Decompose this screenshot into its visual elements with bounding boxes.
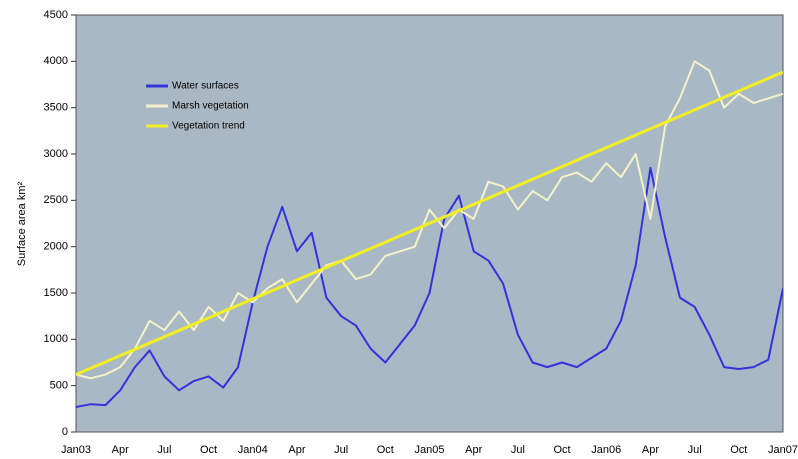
x-tick-label: Oct	[730, 444, 747, 456]
x-tick-label: Jan06	[591, 444, 621, 456]
x-tick-label: Jan07	[768, 444, 798, 456]
y-tick-label: 1000	[44, 333, 68, 345]
x-tick-label: Apr	[642, 444, 659, 456]
y-axis-label: Surface area km²	[16, 181, 28, 266]
y-tick-label: 2000	[44, 241, 68, 253]
x-tick-label: Jul	[511, 444, 525, 456]
x-tick-label: Apr	[112, 444, 129, 456]
y-tick-label: 3000	[44, 148, 68, 160]
x-tick-label: Jul	[157, 444, 171, 456]
x-tick-label: Oct	[554, 444, 571, 456]
y-tick-label: 500	[50, 380, 68, 392]
x-tick-label: Jan03	[61, 444, 91, 456]
legend-label: Vegetation trend	[172, 121, 245, 132]
x-tick-label: Jan04	[238, 444, 268, 456]
x-tick-label: Jul	[334, 444, 348, 456]
x-tick-label: Apr	[465, 444, 482, 456]
y-tick-label: 1500	[44, 287, 68, 299]
series-line	[76, 70, 783, 376]
y-tick-label: 3500	[44, 102, 68, 114]
y-tick-label: 4000	[44, 55, 68, 67]
y-tick-label: 4500	[44, 9, 68, 21]
x-tick-label: Oct	[377, 444, 394, 456]
x-tick-label: Jan05	[415, 444, 445, 456]
legend-label: Water surfaces	[172, 81, 239, 92]
x-tick-label: Jul	[688, 444, 702, 456]
x-tick-label: Apr	[288, 444, 305, 456]
legend-label: Marsh vegetation	[172, 101, 249, 112]
x-tick-label: Oct	[200, 444, 217, 456]
y-tick-label: 2500	[44, 194, 68, 206]
series-line	[76, 60, 783, 380]
y-tick-label: 0	[62, 426, 68, 438]
series-line	[76, 166, 783, 408]
